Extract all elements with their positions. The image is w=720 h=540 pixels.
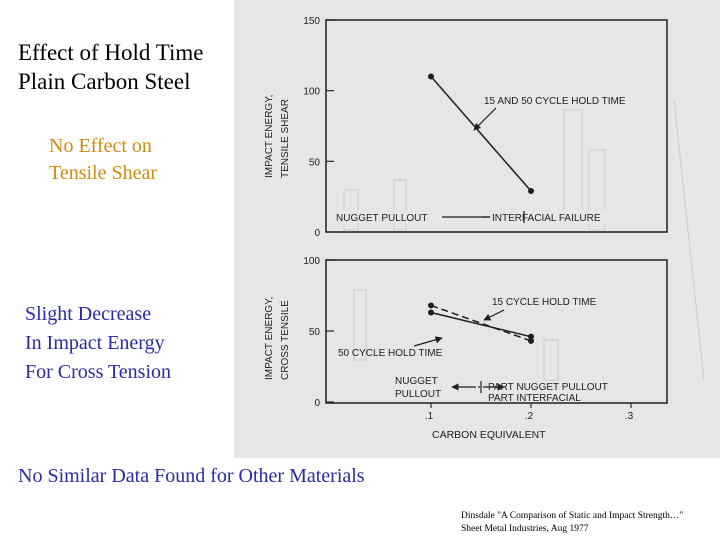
label-15-cycle: 15 CYCLE HOLD TIME <box>492 297 597 308</box>
bottom-ylabel-line-2: CROSS TENSILE <box>280 300 291 380</box>
cross-note-line-3: For Cross Tension <box>25 361 172 383</box>
slide-title: Effect of Hold Time Plain Carbon Steel <box>18 38 203 96</box>
top-ytick-label: 100 <box>303 87 320 98</box>
top-series-group <box>428 73 534 195</box>
top-series-line <box>430 76 532 192</box>
series-50-point <box>528 333 534 340</box>
label-50-cycle: 50 CYCLE HOLD TIME <box>338 348 443 359</box>
bottom-xtick-label: .2 <box>525 411 534 422</box>
tensile-note-line-2: Tensile Shear <box>49 162 158 184</box>
cross-tension-note: Slight Decrease In Impact Energy For Cro… <box>25 300 171 387</box>
cross-tensile-chart: IMPACT ENERGY, CROSS TENSILE 100 50 0 .1 .2… <box>264 256 668 441</box>
bottom-ylabel-line-1: IMPACT ENERGY, <box>264 297 275 380</box>
bottom-ytick-label: 50 <box>309 327 321 338</box>
bottom-left-region-label-2: PULLOUT <box>395 389 441 400</box>
title-line-1: Effect of Hold Time <box>18 40 204 65</box>
bottom-left-region-label-1: NUGGET <box>395 376 438 387</box>
series-15-point <box>428 302 434 309</box>
cross-note-line-1: Slight Decrease <box>25 303 152 325</box>
series-50-point <box>428 309 434 316</box>
top-data-point <box>428 73 434 80</box>
bottom-xlabel: CARBON EQUIVALENT <box>432 429 546 441</box>
tensile-note-line-1: No Effect on <box>49 135 152 157</box>
bottom-series-group <box>428 302 534 344</box>
bottom-note: No Similar Data Found for Other Material… <box>18 465 365 487</box>
top-ylabel-line-1: IMPACT ENERGY, <box>264 95 275 178</box>
scanned-figure: IMPACT ENERGY, TENSILE SHEAR 150 100 50 0 N… <box>234 0 720 458</box>
top-ytick-label: 50 <box>309 157 321 168</box>
top-left-region-label: NUGGET PULLOUT <box>336 213 428 224</box>
bottom-ytick-label: 100 <box>303 256 320 267</box>
bottom-xtick-label: .3 <box>625 411 634 422</box>
citation-line-1: Dinsdale "A Comparison of Static and Imp… <box>461 511 684 521</box>
bottom-right-region-label-1: PART NUGGET PULLOUT <box>488 382 608 393</box>
title-line-2: Plain Carbon Steel <box>18 69 191 94</box>
top-ytick-label: 150 <box>303 16 320 27</box>
bottom-right-region-label-2: PART INTERFACIAL <box>488 393 581 404</box>
top-ylabel-line-2: TENSILE SHEAR <box>280 99 291 178</box>
bottom-xtick-label: .1 <box>425 411 434 422</box>
top-left-region-bg <box>334 210 442 224</box>
scan-artifacts <box>343 99 705 381</box>
series-50-cycle-line <box>430 311 532 338</box>
top-series-label: 15 AND 50 CYCLE HOLD TIME <box>484 96 626 107</box>
top-ytick-label: 0 <box>314 228 320 239</box>
tensile-shear-note: No Effect on Tensile Shear <box>49 133 157 187</box>
tensile-shear-chart: IMPACT ENERGY, TENSILE SHEAR 150 100 50 0 N… <box>264 16 668 239</box>
top-chart-frame <box>325 19 668 233</box>
top-y-ticks: 150 100 50 0 <box>303 16 334 239</box>
bottom-ytick-label: 0 <box>314 398 320 409</box>
citation-line-2: Sheet Metal Industries, Aug 1977 <box>461 524 589 534</box>
label-15-arrow <box>483 309 505 321</box>
top-series-label-arrow <box>473 107 497 131</box>
cross-note-line-2: In Impact Energy <box>25 332 165 354</box>
bottom-x-ticks: .1 .2 .3 <box>425 403 634 422</box>
series-15-point <box>528 337 534 344</box>
top-right-region-label: INTERFACIAL FAILURE <box>492 213 601 224</box>
label-50-arrow <box>413 336 443 347</box>
scan-background <box>234 0 720 458</box>
top-data-point <box>528 188 534 195</box>
series-15-cycle-line <box>430 304 532 342</box>
bottom-y-ticks: 100 50 0 <box>303 256 334 409</box>
citation: Dinsdale "A Comparison of Static and Imp… <box>461 510 683 536</box>
